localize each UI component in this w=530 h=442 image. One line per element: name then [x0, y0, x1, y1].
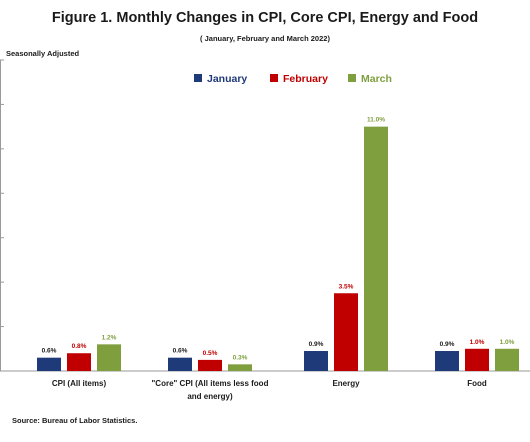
x-axis-category-label: Energy [332, 379, 360, 388]
bar-march-0 [97, 344, 121, 371]
legend-swatch-february [270, 74, 278, 82]
bar-february-3 [465, 348, 489, 371]
bar-january-1 [168, 357, 192, 371]
legend-label-january: January [207, 73, 247, 85]
bar-february-1 [198, 359, 222, 371]
x-axis-category-label: CPI (All items) [52, 379, 107, 388]
legend-swatch-march [348, 74, 356, 82]
data-label-january-1: 0.6% [173, 348, 188, 355]
legend-label-march: March [361, 73, 392, 85]
data-label-january-0: 0.6% [42, 348, 57, 355]
bar-january-3 [435, 351, 459, 371]
data-label-march-2: 11.0% [367, 117, 385, 124]
data-label-march-3: 1.0% [500, 339, 515, 346]
seasonal-adjustment-note: Seasonally Adjusted [6, 49, 80, 58]
source-note: Source: Bureau of Labor Statistics. [12, 416, 138, 425]
data-label-february-0: 0.8% [72, 343, 87, 350]
data-label-february-2: 3.5% [339, 283, 354, 290]
bar-january-0 [37, 357, 61, 371]
bar-february-0 [67, 353, 91, 371]
bar-february-2 [334, 293, 358, 371]
legend-swatch-january [194, 74, 202, 82]
data-label-january-2: 0.9% [309, 341, 324, 348]
legend-label-february: February [283, 73, 328, 85]
bar-march-3 [495, 348, 519, 371]
bar-march-1 [228, 364, 252, 371]
x-axis-category-label: Food [467, 379, 487, 388]
data-label-february-1: 0.5% [203, 350, 218, 357]
chart-title: Figure 1. Monthly Changes in CPI, Core C… [51, 10, 479, 26]
data-label-march-0: 1.2% [102, 334, 117, 341]
chart-subtitle: ( January, February and March 2022) [200, 34, 330, 43]
x-axis-category-label: and energy) [187, 392, 233, 401]
bar-january-2 [304, 351, 328, 371]
x-axis-category-label: "Core" CPI (All items less food [152, 379, 269, 388]
data-label-march-1: 0.3% [233, 354, 248, 361]
data-label-february-3: 1.0% [470, 339, 485, 346]
bar-march-2 [364, 126, 388, 372]
data-label-january-3: 0.9% [440, 341, 455, 348]
